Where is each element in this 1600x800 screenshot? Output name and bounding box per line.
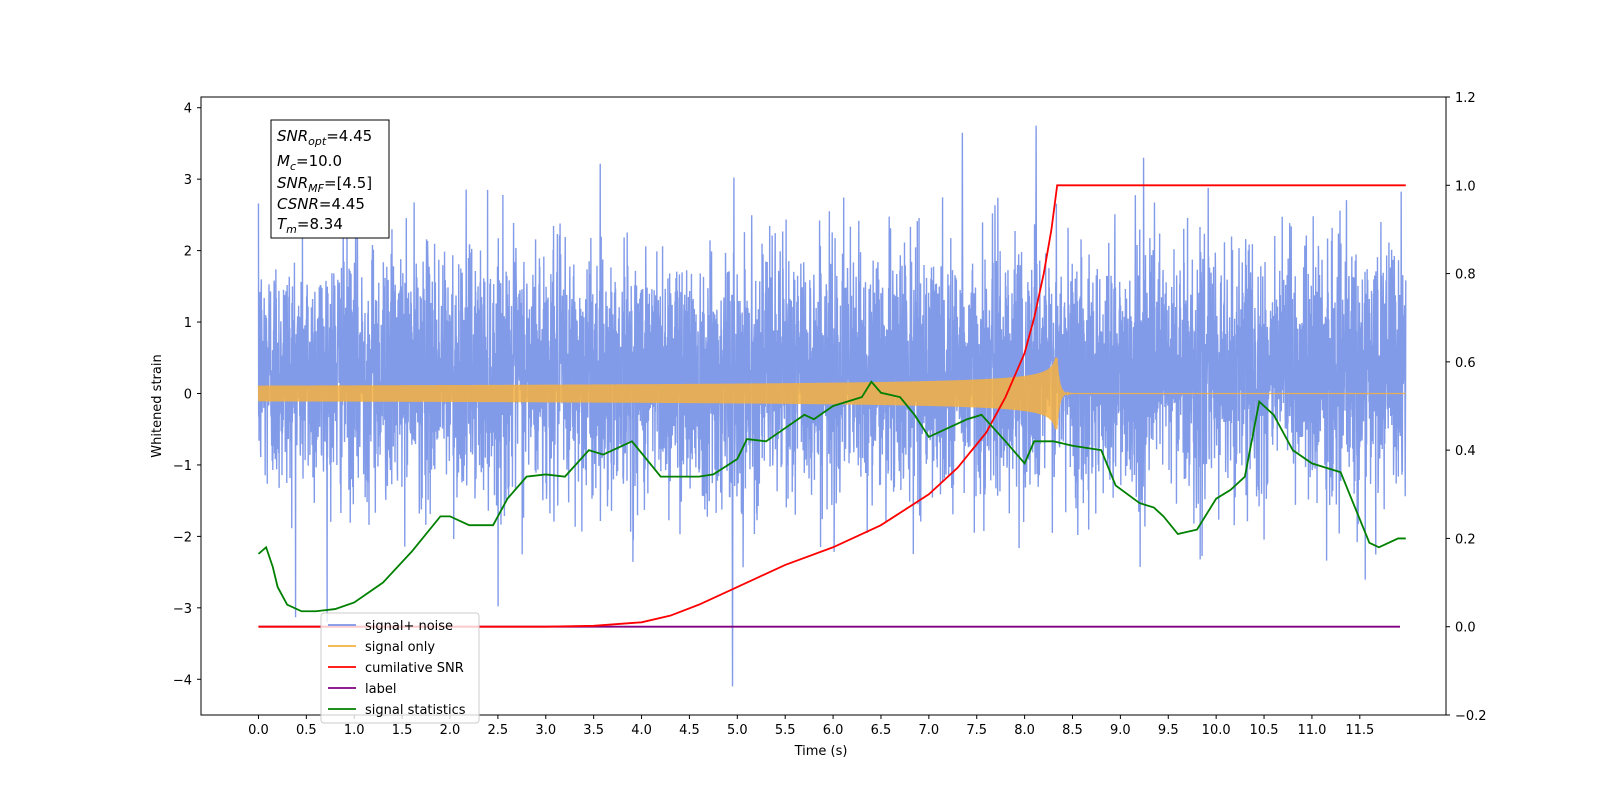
x-tick-label: 9.5 (1158, 723, 1179, 738)
x-tick-label: 0.5 (296, 723, 317, 738)
legend: signal+ noise signal only cumilative SNR… (320, 612, 480, 724)
plot-frame (200, 96, 1447, 716)
y-axis-label: Whitened strain (150, 354, 165, 457)
x-tick-label: 3.0 (535, 723, 556, 738)
x-tick-label: 10.0 (1202, 723, 1231, 738)
x-tick-label: 6.0 (823, 723, 844, 738)
y2-tick-label: 1.2 (1455, 91, 1476, 106)
svg-text:Tm=8.34: Tm=8.34 (277, 215, 343, 236)
x-tick-label: 4.5 (679, 723, 700, 738)
legend-label-label: label (365, 682, 396, 697)
x-tick-label: 9.0 (1110, 723, 1131, 738)
annotation-var-snr-opt: SNR (277, 127, 308, 145)
x-tick-label: 1.5 (392, 723, 413, 738)
x-tick-label: 8.0 (1014, 723, 1035, 738)
annotation-value-csnr: =4.45 (319, 195, 365, 213)
x-tick-label: 2.5 (488, 723, 509, 738)
svg-text:SNRopt=4.45: SNRopt=4.45 (277, 127, 372, 148)
series-cumulative-snr (258, 184, 1406, 628)
y-tick-label: −4 (173, 673, 192, 688)
x-tick-label: 6.5 (871, 723, 892, 738)
legend-label-signal-noise: signal+ noise (365, 619, 453, 634)
legend-label-signal-only: signal only (365, 640, 435, 655)
legend-label-signal-statistics: signal statistics (365, 703, 466, 718)
stats-annotation: SNRopt=4.45 Mc=10.0 SNRMF=[4.5] CSNR=4.4… (270, 119, 390, 239)
annotation-value-snr-mf: =[4.5] (324, 174, 372, 192)
series-signal-statistics (257, 380, 1406, 613)
svg-text:Mc=10.0: Mc=10.0 (277, 152, 342, 173)
series-signal-noise (257, 125, 1407, 687)
y-tick-label: −1 (173, 459, 192, 474)
y2-tick-label: 0.2 (1455, 532, 1476, 547)
y2-tick-label: 0.8 (1455, 268, 1476, 283)
annotation-sub-snr-opt: opt (308, 135, 327, 148)
x-tick-label: 0.0 (248, 723, 269, 738)
y2-tick-label: 0.0 (1455, 621, 1476, 636)
x-tick-label: 3.5 (583, 723, 604, 738)
y-tick-label: 0 (184, 387, 192, 402)
y-tick-label: 3 (184, 173, 192, 188)
annotation-value-mc: =10.0 (296, 152, 342, 170)
x-tick-label: 11.5 (1345, 723, 1374, 738)
annotation-var-tm: T (277, 215, 288, 233)
x-tick-label: 7.0 (919, 723, 940, 738)
y2-tick-label: 1.0 (1455, 179, 1476, 194)
annotation-var-csnr: CSNR (277, 195, 319, 213)
y-tick-label: 2 (184, 245, 192, 260)
x-tick-label: 8.5 (1062, 723, 1083, 738)
series-signal-only (257, 357, 1406, 430)
annotation-value-tm: =8.34 (297, 215, 343, 233)
annotation-sub-snr-mf: MF (308, 182, 324, 195)
x-tick-label: 10.5 (1250, 723, 1279, 738)
annotation-var-snr-mf: SNR (277, 174, 308, 192)
y2-tick-label: 0.4 (1455, 444, 1476, 459)
annotation-sub-tm: m (286, 223, 297, 236)
annotation-var-mc: M (277, 152, 290, 170)
x-tick-label: 7.5 (966, 723, 987, 738)
annotation-sub-mc: c (290, 160, 296, 173)
svg-text:CSNR=4.45: CSNR=4.45 (277, 195, 365, 213)
x-tick-label: 5.0 (727, 723, 748, 738)
legend-label-cumulative-snr: cumilative SNR (365, 661, 464, 676)
x-axis-label: Time (s) (794, 744, 848, 759)
x-tick-label: 5.5 (775, 723, 796, 738)
svg-text:SNRMF=[4.5]: SNRMF=[4.5] (277, 174, 372, 195)
annotation-value-snr-opt: =4.45 (326, 127, 372, 145)
y2-tick-label: −0.2 (1455, 709, 1487, 724)
legend-box (320, 612, 480, 724)
x-tick-label: 2.0 (440, 723, 461, 738)
x-tick-label: 11.0 (1297, 723, 1326, 738)
y-tick-label: −2 (173, 530, 192, 545)
y-tick-label: −3 (173, 602, 192, 617)
y-tick-label: 1 (184, 316, 192, 331)
y2-tick-label: 0.6 (1455, 356, 1476, 371)
y-tick-label: 4 (184, 102, 192, 117)
x-tick-label: 1.0 (344, 723, 365, 738)
annotation-box (270, 119, 390, 239)
x-tick-label: 4.0 (631, 723, 652, 738)
